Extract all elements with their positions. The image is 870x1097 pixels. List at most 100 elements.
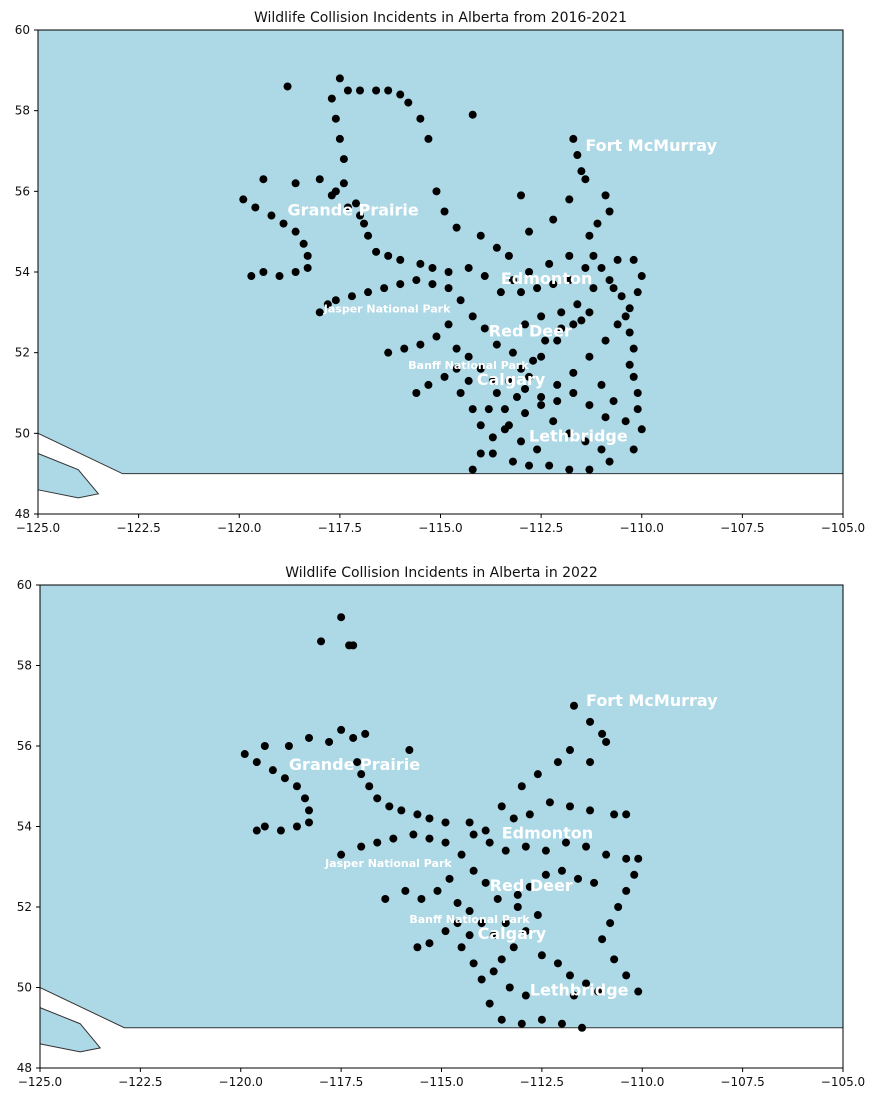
collision-point: [586, 806, 595, 815]
collision-point: [476, 364, 485, 373]
collision-point: [331, 296, 340, 305]
collision-point: [541, 846, 550, 855]
collision-point: [521, 927, 530, 936]
collision-point: [629, 372, 638, 381]
collision-point: [380, 284, 389, 293]
collision-point: [384, 86, 393, 95]
collision-point: [413, 943, 422, 952]
x-tick-label: −112.5: [519, 521, 563, 535]
collision-point: [276, 826, 285, 835]
collision-point: [601, 336, 610, 345]
collision-point: [621, 312, 630, 321]
collision-point: [292, 782, 301, 791]
collision-point: [384, 251, 393, 260]
collision-point: [501, 919, 510, 928]
collision-point: [441, 927, 450, 936]
collision-point: [444, 320, 453, 329]
collision-point: [509, 814, 518, 823]
collision-point: [424, 380, 433, 389]
collision-point: [557, 324, 566, 333]
collision-point: [259, 175, 268, 184]
collision-point: [525, 461, 534, 470]
collision-point: [573, 300, 582, 309]
collision-point: [577, 316, 586, 325]
chart-title: Wildlife Collision Incidents in Alberta …: [254, 10, 627, 26]
collision-point: [545, 461, 554, 470]
collision-point: [609, 284, 618, 293]
city-label: Edmonton: [502, 824, 593, 843]
collision-point: [412, 276, 421, 285]
collision-point: [637, 272, 646, 281]
collision-point: [349, 733, 358, 742]
collision-point: [381, 894, 390, 903]
collision-point: [561, 838, 570, 847]
collision-point: [317, 637, 326, 646]
collision-point: [413, 810, 422, 819]
collision-point: [469, 866, 478, 875]
collision-point: [525, 268, 534, 276]
collision-point: [481, 826, 490, 835]
park-label: Jasper National Park: [323, 302, 451, 315]
x-tick-label: −117.5: [318, 521, 362, 535]
collision-point: [252, 758, 261, 767]
city-label: Grande Prairie: [288, 201, 419, 220]
collision-point: [525, 227, 534, 236]
collision-point: [529, 356, 538, 365]
collision-point: [360, 219, 369, 228]
map-background: [38, 30, 843, 514]
collision-point: [417, 894, 426, 903]
collision-point: [492, 389, 501, 397]
collision-point: [586, 717, 595, 726]
collision-point: [252, 826, 261, 835]
collision-point: [349, 641, 358, 650]
collision-point: [633, 389, 642, 397]
city-label: Grande Prairie: [289, 755, 420, 774]
collision-point: [496, 288, 505, 297]
city-label: Red Deer: [489, 322, 572, 341]
collision-point: [260, 742, 269, 750]
x-tick-label: −107.5: [720, 521, 764, 535]
collision-point: [291, 179, 300, 188]
collision-point: [480, 324, 489, 333]
collision-point: [343, 203, 352, 212]
collision-point: [533, 770, 542, 779]
collision-point: [565, 251, 574, 260]
y-tick-label: 60: [15, 23, 30, 37]
collision-point: [409, 830, 418, 839]
collision-point: [280, 774, 289, 783]
city-label: Calgary: [478, 924, 547, 943]
collision-point: [557, 866, 566, 875]
collision-point: [457, 850, 466, 859]
collision-point: [537, 393, 546, 402]
collision-point: [468, 465, 477, 474]
collision-point: [489, 967, 498, 976]
collision-point: [537, 352, 546, 361]
collision-point: [517, 1019, 526, 1028]
x-tick-label: −110.0: [620, 1075, 664, 1089]
collision-point: [601, 191, 610, 200]
collision-point: [364, 288, 373, 297]
y-tick-label: 60: [17, 578, 32, 592]
collision-point: [389, 834, 398, 843]
collision-point: [605, 207, 614, 216]
collision-point: [425, 814, 434, 823]
collision-point: [337, 725, 346, 734]
city-label: Lethbridge: [530, 981, 629, 1000]
collision-point: [557, 1019, 566, 1028]
collision-point: [622, 854, 631, 863]
collision-point: [356, 211, 364, 220]
y-tick-label: 48: [17, 1061, 32, 1075]
collision-point: [465, 818, 474, 827]
collision-point: [372, 86, 381, 95]
y-tick-label: 50: [15, 426, 30, 440]
city-label: Edmonton: [501, 269, 592, 288]
collision-point: [416, 259, 425, 268]
collision-point: [428, 263, 437, 272]
collision-point: [569, 134, 578, 143]
collision-point: [589, 251, 598, 260]
collision-point: [597, 380, 606, 389]
collision-point: [397, 806, 406, 815]
collision-point: [525, 372, 534, 381]
collision-point: [549, 417, 558, 426]
